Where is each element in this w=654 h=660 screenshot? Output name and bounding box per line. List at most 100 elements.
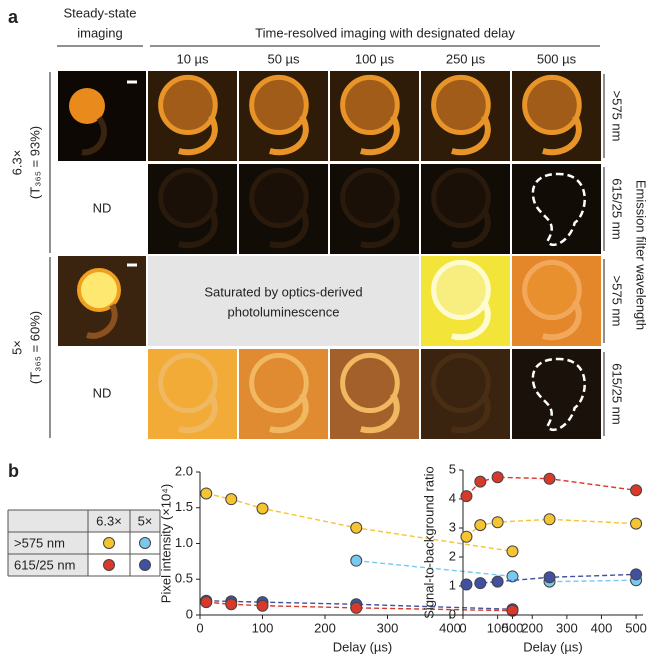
- group-label: (T₃₆₅ = 60%): [27, 311, 42, 384]
- data-point: [351, 555, 362, 566]
- x-tick-label: 0: [196, 620, 203, 635]
- figure: a b Steady-stateimagingTime-resolved ima…: [0, 0, 654, 660]
- column-header: Time-resolved imaging with designated de…: [255, 25, 515, 40]
- data-point: [201, 488, 212, 499]
- data-point: [492, 576, 503, 587]
- embryo: [343, 355, 398, 410]
- embryo: [434, 355, 489, 410]
- image-cell: [512, 349, 601, 439]
- x-tick-label: 100: [487, 620, 509, 635]
- embryo: [161, 355, 216, 410]
- y-tick-label: 3: [449, 519, 456, 534]
- y-axis-label: Signal-to-background ratio: [421, 466, 436, 618]
- x-tick-label: 400: [439, 620, 461, 635]
- embryo: [252, 355, 307, 410]
- data-point: [544, 473, 555, 484]
- embryo: [161, 170, 216, 225]
- image-cell: [58, 71, 146, 161]
- data-point: [507, 546, 518, 557]
- data-point: [351, 602, 362, 613]
- data-point: [475, 578, 486, 589]
- table-column: 5×: [138, 513, 153, 528]
- table-row: >575 nm: [14, 535, 65, 550]
- saturated-note: photoluminescence: [227, 304, 339, 319]
- data-point: [226, 599, 237, 610]
- legend-marker: [140, 538, 151, 549]
- delay-label: 500 µs: [537, 51, 577, 66]
- group-label: 5×: [9, 340, 24, 355]
- delay-label: 250 µs: [446, 51, 486, 66]
- embryo: [525, 262, 580, 317]
- filter-label: 615/25 nm: [610, 178, 625, 239]
- x-tick-label: 200: [521, 620, 543, 635]
- x-axis-label: Delay (µs): [523, 639, 583, 654]
- group-label: 6.3×: [9, 150, 24, 176]
- y-tick-label: 0: [186, 606, 193, 621]
- data-point: [461, 491, 472, 502]
- not-detected: ND: [93, 385, 112, 400]
- x-axis-label: Delay (µs): [333, 639, 393, 654]
- legend-marker: [140, 560, 151, 571]
- y-tick-label: 2: [449, 548, 456, 563]
- y-tick-label: 5: [449, 461, 456, 476]
- x-tick-label: 500: [625, 620, 647, 635]
- data-point: [631, 485, 642, 496]
- delay-label: 10 µs: [176, 51, 209, 66]
- y-tick-label: 2.0: [175, 463, 193, 478]
- data-point: [492, 472, 503, 483]
- saturated-note: Saturated by optics-derived: [204, 284, 362, 299]
- x-tick-label: 300: [377, 620, 399, 635]
- embryo: [161, 77, 216, 132]
- embryo: [343, 77, 398, 132]
- x-tick-label: 300: [556, 620, 578, 635]
- series-line: [550, 580, 637, 581]
- data-point: [351, 522, 362, 533]
- table-column: 6.3×: [96, 513, 122, 528]
- embryo: [525, 77, 580, 132]
- x-tick-label: 0: [459, 620, 466, 635]
- embryo: [343, 170, 398, 225]
- embryo: [434, 170, 489, 225]
- embryo: [434, 262, 489, 317]
- y-tick-label: 1.0: [175, 535, 193, 550]
- legend-marker: [104, 538, 115, 549]
- y-tick-label: 0.5: [175, 571, 193, 586]
- delay-label: 50 µs: [267, 51, 300, 66]
- saturated-cell: [148, 256, 419, 346]
- data-point: [492, 517, 503, 528]
- embryo: [252, 170, 307, 225]
- filter-axis-label: Emission filter wavelength: [634, 180, 649, 330]
- data-point: [461, 531, 472, 542]
- data-point: [631, 518, 642, 529]
- data-point: [475, 476, 486, 487]
- embryo: [252, 77, 307, 132]
- delay-label: 100 µs: [355, 51, 395, 66]
- group-label: (T₃₆₅ = 93%): [27, 126, 42, 199]
- embryo: [79, 270, 119, 310]
- data-point: [544, 514, 555, 525]
- x-tick-label: 200: [314, 620, 336, 635]
- data-point: [226, 494, 237, 505]
- filter-label: >575 nm: [610, 276, 625, 327]
- legend-marker: [104, 560, 115, 571]
- x-tick-label: 400: [591, 620, 613, 635]
- not-detected: ND: [93, 200, 112, 215]
- y-tick-label: 1: [449, 577, 456, 592]
- embryo: [434, 77, 489, 132]
- data-point: [201, 597, 212, 608]
- data-point: [461, 579, 472, 590]
- y-tick-label: 0: [449, 606, 456, 621]
- y-tick-label: 4: [449, 490, 456, 505]
- table-row: 615/25 nm: [14, 557, 75, 572]
- filter-label: 615/25 nm: [610, 363, 625, 424]
- y-axis-label: Pixel intensity (×10⁴): [158, 484, 173, 603]
- filter-label: >575 nm: [610, 91, 625, 142]
- y-tick-label: 1.5: [175, 499, 193, 514]
- data-point: [475, 520, 486, 531]
- data-point: [544, 572, 555, 583]
- panel-label: a: [8, 7, 19, 27]
- data-point: [631, 569, 642, 580]
- data-point: [257, 600, 268, 611]
- panel-label: b: [8, 461, 19, 481]
- column-header: Steady-state: [64, 5, 137, 20]
